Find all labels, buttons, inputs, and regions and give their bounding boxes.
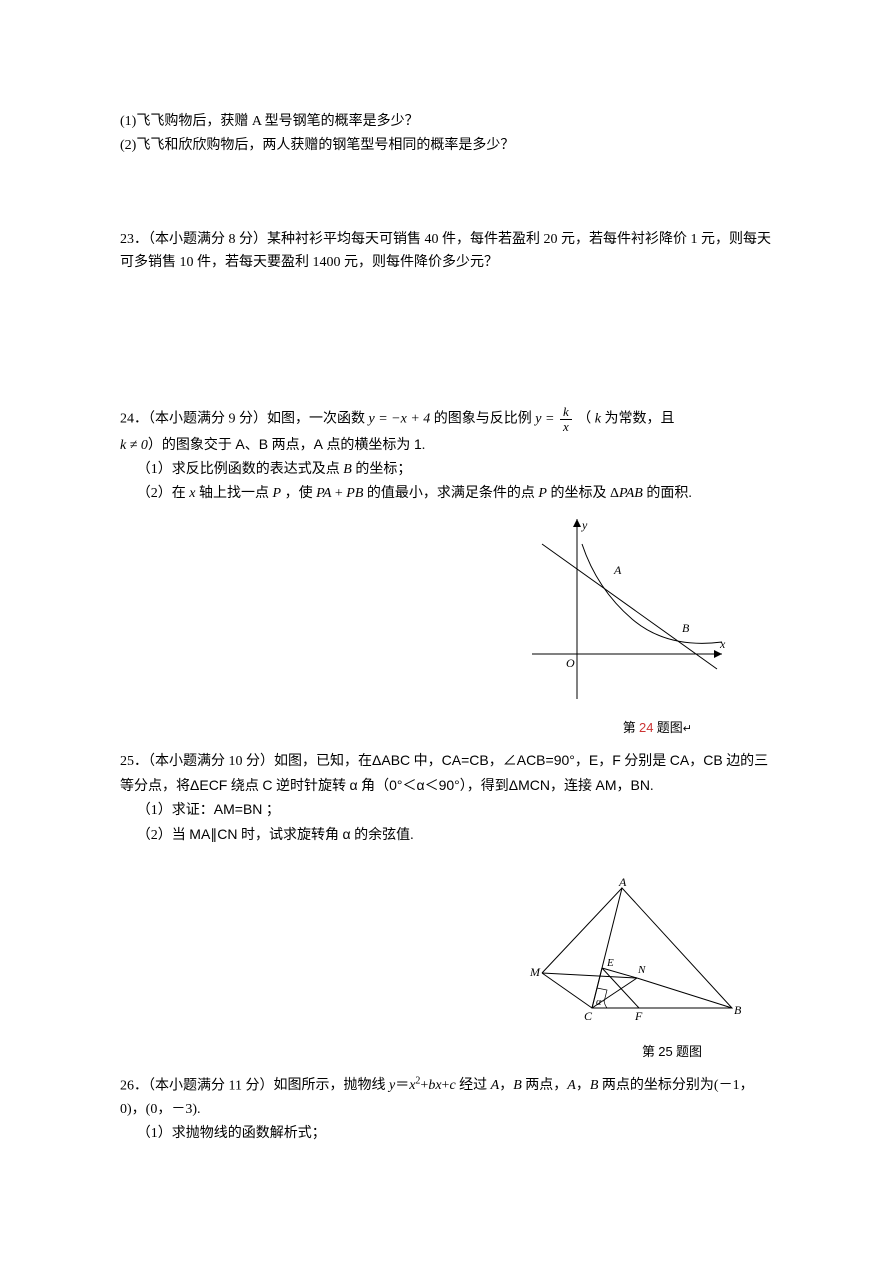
q24-points: （本小题满分 9 分）	[148, 412, 267, 427]
q25-number: 25．	[120, 754, 148, 769]
svg-text:y: y	[581, 518, 588, 532]
svg-text:N: N	[637, 964, 646, 976]
q22-sub1: (1)飞飞购物后，获赠 A 型号钢笔的概率是多少？	[120, 110, 772, 134]
q24-text-d: ）的图象交于 A、B 两点，A 点的横坐标为 1.	[148, 438, 425, 453]
question-24: 24．（本小题满分 9 分）如图，一次函数 y = −x + 4 的图象与反比例…	[120, 405, 772, 739]
q26-sub1: （1）求抛物线的函数解析式；	[120, 1122, 772, 1146]
q24-caption: 第 24 题图↵	[120, 717, 772, 739]
svg-text:F: F	[634, 1009, 643, 1023]
q24-text-c: （ k 为常数，且	[577, 412, 674, 427]
svg-text:A: A	[613, 563, 622, 577]
question-23: 23．（本小题满分 8 分）某种衬衫平均每天可销售 40 件，每件若盈利 20 …	[120, 228, 772, 276]
q24-text-b: 的图象与反比例	[430, 412, 535, 427]
q24-frac-den: x	[560, 420, 572, 434]
q24-figure: y x O A B	[522, 514, 732, 704]
q24-cond: k ≠ 0	[120, 438, 148, 453]
svg-text:M: M	[529, 965, 541, 979]
question-22-subs: (1)飞飞购物后，获赠 A 型号钢笔的概率是多少？ (2)飞飞和欣欣购物后，两人…	[120, 110, 772, 158]
svg-text:B: B	[682, 621, 690, 635]
q24-eq2: y =	[535, 412, 558, 427]
svg-text:A: A	[618, 878, 627, 889]
svg-text:C: C	[584, 1009, 593, 1023]
q25-figure-wrap: A B C M E N F α	[120, 878, 772, 1037]
q25-sub1: （1）求证：AM=BN ；	[120, 798, 772, 823]
q25-figure: A B C M E N F α	[522, 878, 752, 1028]
q26-points: （本小题满分 11 分）	[148, 1078, 273, 1093]
q24-eq1-rhs: = −x + 4	[375, 412, 431, 427]
q24-frac-num: k	[560, 405, 572, 420]
q25-caption: 第 25 题图	[120, 1041, 772, 1063]
question-25: 25．（本小题满分 10 分）如图，已知，在ΔABC 中，CA=CB，∠ACB=…	[120, 749, 772, 1063]
q25-points: （本小题满分 10 分）	[148, 754, 274, 769]
svg-text:B: B	[734, 1003, 742, 1017]
q26-number: 26．	[120, 1078, 148, 1093]
q24-text-a: 如图，一次函数	[267, 412, 369, 427]
svg-text:O: O	[566, 656, 575, 670]
q23-number: 23．	[120, 232, 148, 247]
q22-sub2: (2)飞飞和欣欣购物后，两人获赠的钢笔型号相同的概率是多少？	[120, 134, 772, 158]
q24-number: 24．	[120, 412, 148, 427]
q25-sub2: （2）当 MA∥CN 时，试求旋转角 α 的余弦值.	[120, 823, 772, 848]
q24-figure-wrap: y x O A B	[120, 514, 772, 713]
svg-text:x: x	[719, 637, 726, 651]
q24-fraction: kx	[560, 405, 572, 433]
q24-sub1: （1）求反比例函数的表达式及点 B 的坐标；	[120, 458, 772, 482]
svg-text:α: α	[596, 997, 602, 1008]
page-content: (1)飞飞购物后，获赠 A 型号钢笔的概率是多少？ (2)飞飞和欣欣购物后，两人…	[0, 0, 892, 1206]
question-26: 26．（本小题满分 11 分）如图所示，抛物线 y＝x2+bx+c 经过 A，B…	[120, 1073, 772, 1146]
svg-text:E: E	[606, 957, 614, 969]
q23-points: （本小题满分 8 分）	[148, 232, 267, 247]
q24-sub2: （2）在 x 轴上找一点 P ，使 PA + PB 的值最小，求满足条件的点 P…	[120, 482, 772, 506]
